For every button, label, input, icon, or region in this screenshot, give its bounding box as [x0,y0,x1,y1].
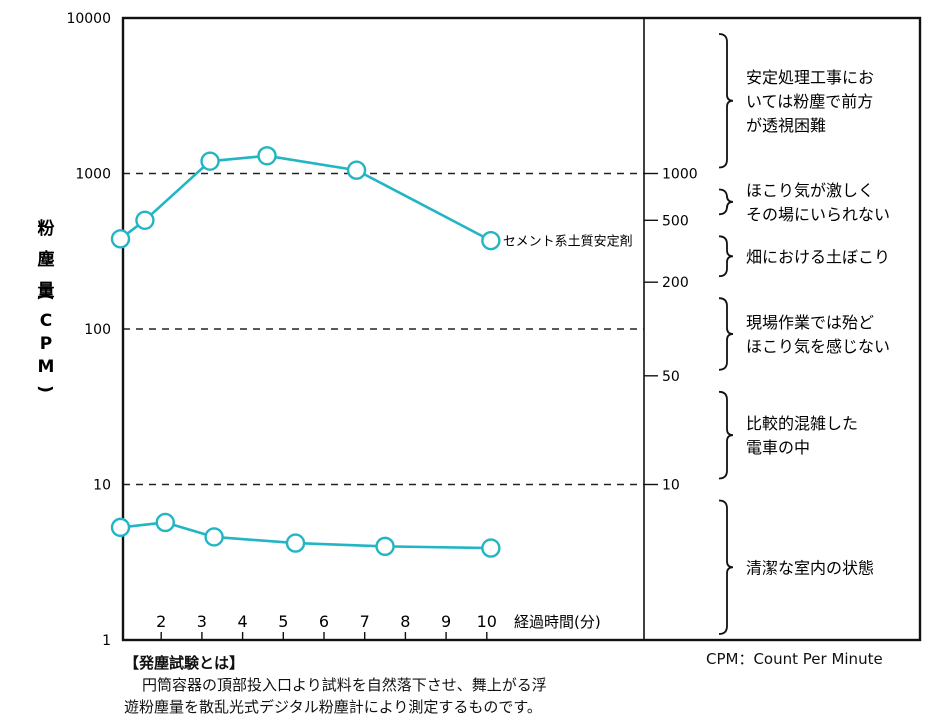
band-brace [718,33,734,169]
series-line [120,521,491,550]
band-description: ほこり気が激しく [746,181,874,200]
data-point [135,210,155,231]
band-description: 現場作業では殆ど [746,313,874,332]
cpm-definition: CPM：Count Per Minute [706,650,883,668]
test-description-title: 【発塵試験とは】 [124,654,245,672]
y-tick-label: 1 [102,633,111,648]
x-tick-label: 9 [441,612,451,631]
band-brace [718,390,734,480]
test-description-line: 遊粉塵量を散乱光式デジタル粉塵計により測定するものです。 [124,698,542,716]
band-description: 清潔な室内の状態 [746,558,874,577]
band-description: 比較的混雑した [746,414,858,433]
right-scale-label: 200 [662,275,689,291]
y-tick-label: 1000 [75,167,111,183]
y-axis-label-char: 塵 [38,249,55,270]
test-description: 円筒容器の頂部投入口より試料を自然落下させ、舞上がる浮 遊粉塵量を散乱光式デジタ… [124,674,684,718]
band-description: ほこり気を感じない [746,337,890,356]
data-point [481,538,501,558]
y-tick-label: 10000 [66,11,111,27]
series-line [119,154,492,242]
x-tick-label: 7 [360,612,370,631]
x-tick-label: 8 [400,612,410,631]
right-scale-label: 10 [662,478,680,494]
data-point [346,160,367,180]
x-tick-label: 4 [238,612,248,631]
data-point [257,146,277,166]
data-point [110,229,131,249]
band-description: いては粉塵で前方 [746,92,873,111]
right-scale-label: 50 [662,369,680,385]
band-brace [718,297,734,371]
data-point [110,517,131,538]
y-axis-label-char: ) [35,385,55,393]
band-brace [718,188,734,216]
y-axis-label-char: ( [35,293,55,301]
y-tick-label: 100 [84,322,111,338]
y-tick-label: 10 [93,478,111,494]
right-scale-label: 500 [662,213,689,229]
y-axis-label-char: M [38,357,55,377]
band-description: 安定処理工事にお [746,68,874,87]
x-tick-label: 10 [477,612,497,631]
band-brace [718,499,734,635]
data-point [375,536,395,557]
y-axis-label-char: 量 [38,280,55,301]
plot-frame [121,16,922,642]
band-description: 畑における土ぼこり [746,247,890,266]
data-point [204,527,224,547]
band-description: 電車の中 [746,438,810,457]
x-tick-label: 6 [319,612,329,631]
y-axis-label-char: 粉 [38,218,55,239]
x-tick-label: 3 [197,612,207,631]
data-point [285,533,306,553]
x-tick-label: 5 [278,612,288,631]
data-point [200,151,220,171]
x-tick-label: 2 [156,612,166,631]
band-description: が透視困難 [746,116,826,135]
right-scale-label: 1000 [662,167,698,183]
band-description: その場にいられない [746,205,890,224]
y-axis-label-char: P [40,334,52,354]
series-annotation: セメント系土質安定剤 [503,234,633,250]
test-description-line: 円筒容器の頂部投入口より試料を自然落下させ、舞上がる浮 [142,676,547,694]
y-axis-label-char: C [40,311,52,331]
x-axis-label: 経過時間(分) [514,613,601,631]
dust-chart: 1 10 100 1000 10000 2 3 4 5 6 7 8 9 10 経過時間(分) 粉塵量( CPM)… [35,11,922,648]
data-point [481,230,501,251]
band-brace [718,235,734,278]
data-point [155,512,175,533]
